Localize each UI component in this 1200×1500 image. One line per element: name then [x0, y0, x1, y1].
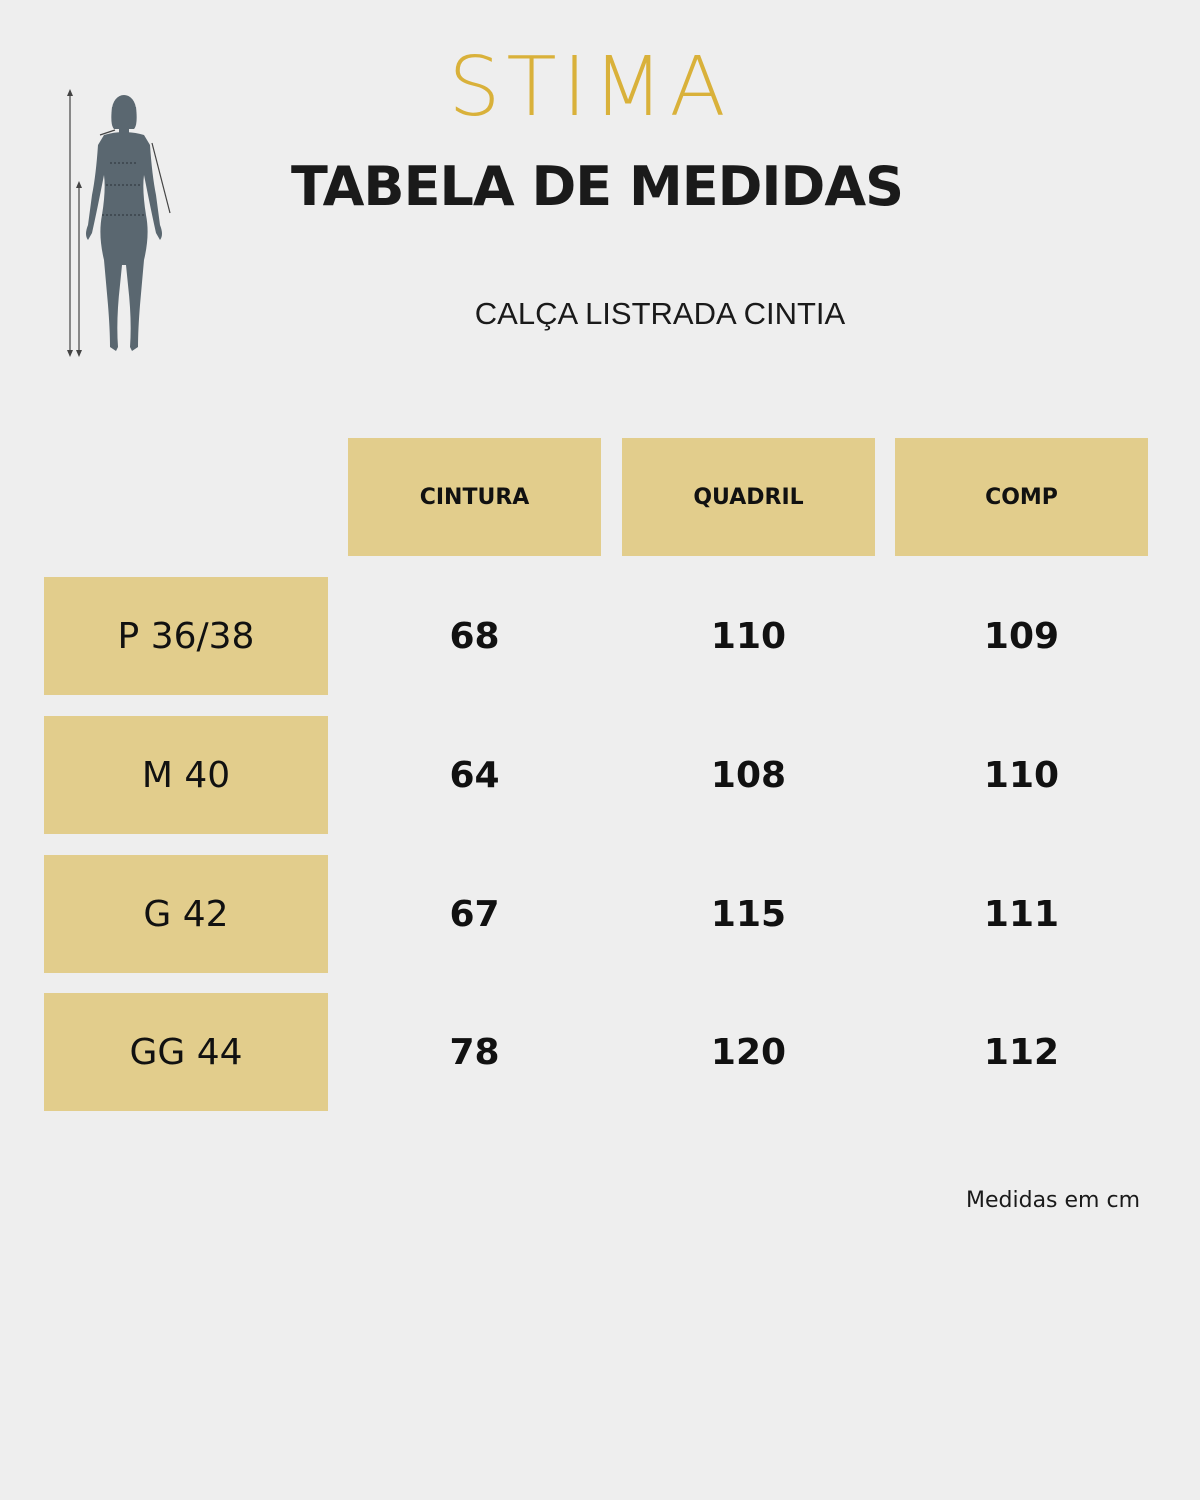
value-cintura: 67 [449, 893, 500, 935]
value-comp: 110 [983, 754, 1060, 796]
value-quadril: 120 [710, 1031, 787, 1073]
page-title: TABELA DE MEDIDAS [290, 155, 904, 218]
column-header-comp: COMP [895, 438, 1148, 556]
value-comp: 112 [983, 1031, 1060, 1073]
product-name: CALÇA LISTRADA CINTIA [474, 296, 846, 331]
body-measurement-icon [60, 85, 180, 360]
value-comp: 109 [983, 615, 1060, 657]
column-header-cintura: CINTURA [348, 438, 601, 556]
size-label: G 42 [44, 855, 328, 973]
units-note: Medidas em cm [966, 1188, 1140, 1213]
size-label: P 36/38 [44, 577, 328, 695]
value-quadril: 115 [710, 893, 787, 935]
value-quadril: 108 [710, 754, 787, 796]
value-comp: 111 [983, 893, 1060, 935]
value-cintura: 64 [449, 754, 500, 796]
column-header-quadril: QUADRIL [622, 438, 875, 556]
value-quadril: 110 [710, 615, 787, 657]
value-cintura: 78 [449, 1031, 500, 1073]
brand-logo: STIMA [448, 40, 732, 135]
size-label: GG 44 [44, 993, 328, 1111]
value-cintura: 68 [449, 615, 500, 657]
size-label: M 40 [44, 716, 328, 834]
